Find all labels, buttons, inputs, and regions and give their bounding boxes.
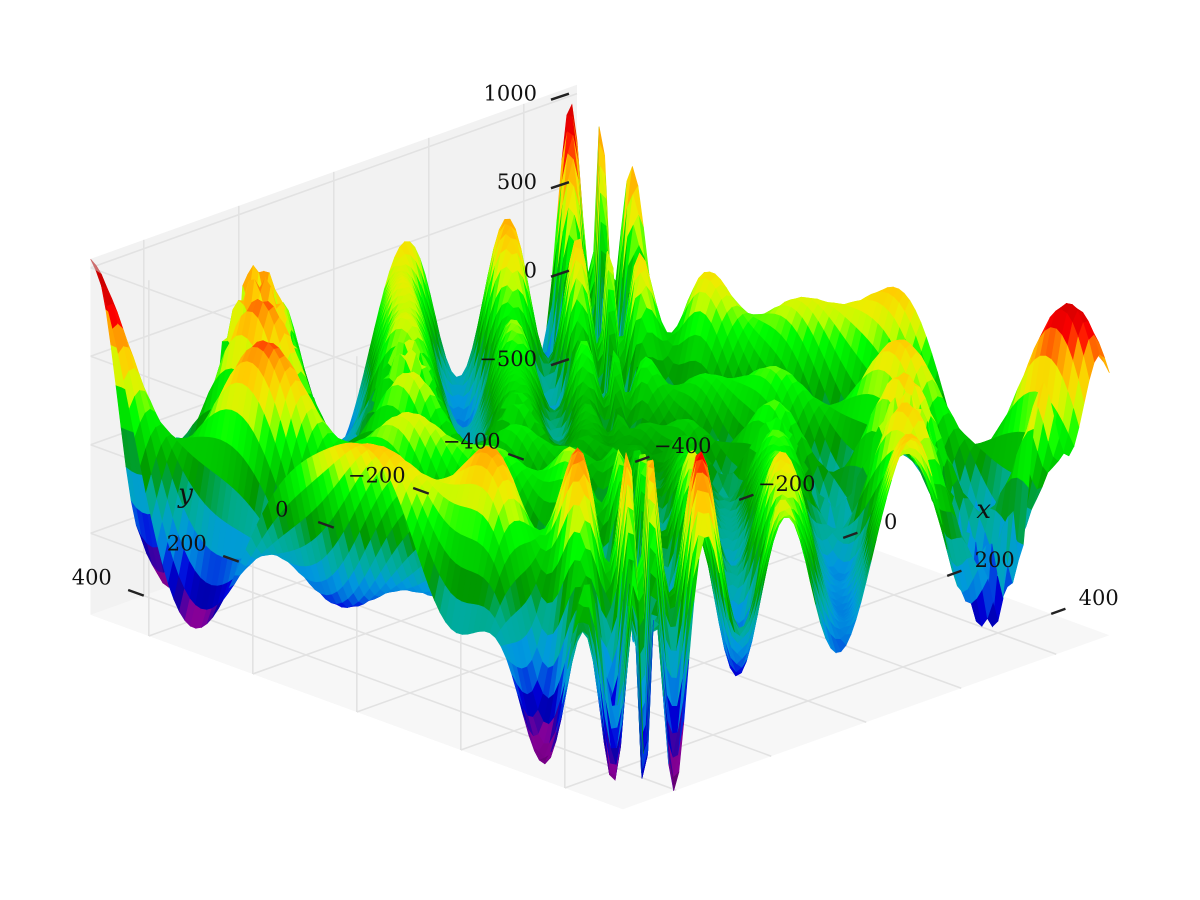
- surface-mesh: [90, 103, 1110, 791]
- gridline-z-left: [90, 92, 578, 269]
- gridline-y-floor: [143, 594, 677, 791]
- gridline-z-left: [90, 181, 578, 358]
